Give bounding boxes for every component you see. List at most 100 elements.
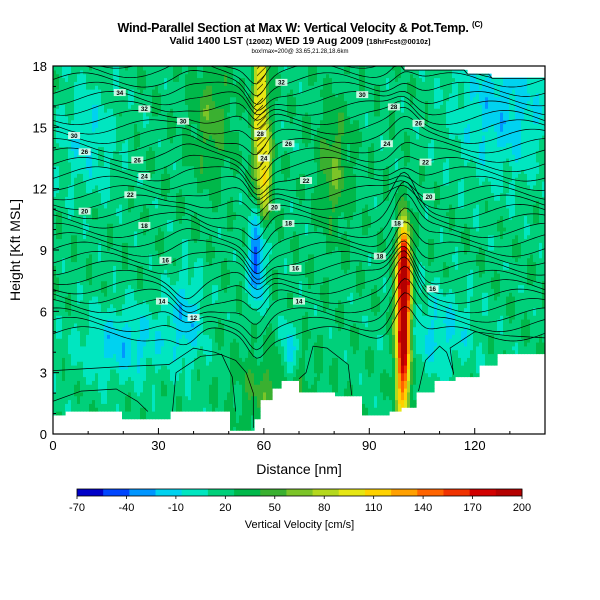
velocity-cell bbox=[62, 250, 66, 255]
velocity-cell bbox=[56, 307, 60, 312]
velocity-cell bbox=[104, 361, 108, 366]
velocity-cell bbox=[176, 215, 180, 220]
velocity-cell bbox=[167, 307, 171, 312]
velocity-cell bbox=[161, 119, 165, 125]
velocity-cell bbox=[110, 322, 114, 328]
velocity-cell bbox=[191, 173, 195, 178]
velocity-cell bbox=[89, 204, 93, 209]
velocity-cell bbox=[200, 161, 204, 167]
velocity-cell bbox=[206, 196, 210, 201]
velocity-cell bbox=[62, 330, 66, 335]
velocity-cell bbox=[80, 138, 84, 144]
velocity-cell bbox=[209, 407, 213, 412]
velocity-cell bbox=[86, 407, 90, 412]
velocity-cell bbox=[77, 284, 81, 289]
velocity-cell bbox=[122, 100, 126, 105]
velocity-cell bbox=[122, 192, 126, 197]
velocity-cell bbox=[122, 353, 126, 358]
velocity-cell bbox=[182, 73, 186, 79]
velocity-cell bbox=[74, 150, 78, 155]
velocity-cell bbox=[59, 127, 63, 132]
velocity-cell bbox=[113, 399, 117, 404]
velocity-cell bbox=[170, 238, 174, 243]
velocity-cell bbox=[74, 395, 78, 401]
velocity-cell bbox=[80, 368, 84, 374]
velocity-cell bbox=[212, 142, 216, 148]
velocity-cell bbox=[191, 127, 195, 132]
velocity-cell bbox=[125, 138, 129, 144]
velocity-cell bbox=[191, 403, 195, 408]
velocity-cell bbox=[200, 315, 204, 320]
velocity-cell bbox=[143, 119, 147, 125]
velocity-cell bbox=[146, 81, 150, 86]
velocity-cell bbox=[206, 384, 210, 389]
velocity-cell bbox=[119, 234, 123, 240]
velocity-cell bbox=[131, 81, 135, 86]
velocity-cell bbox=[104, 261, 108, 266]
velocity-cell bbox=[113, 330, 117, 335]
velocity-cell bbox=[119, 391, 123, 397]
velocity-cell bbox=[62, 280, 66, 286]
velocity-cell bbox=[188, 108, 192, 113]
velocity-cell bbox=[200, 345, 204, 351]
velocity-cell bbox=[131, 288, 135, 293]
velocity-cell bbox=[158, 150, 162, 155]
velocity-cell bbox=[95, 253, 99, 259]
velocity-cell bbox=[185, 207, 189, 213]
velocity-cell bbox=[53, 372, 57, 378]
velocity-cell bbox=[110, 154, 114, 159]
velocity-cell bbox=[110, 215, 114, 220]
velocity-cell bbox=[92, 150, 96, 155]
velocity-cell bbox=[104, 81, 108, 86]
velocity-cell bbox=[146, 188, 150, 194]
velocity-cell bbox=[155, 395, 159, 401]
velocity-cell bbox=[176, 338, 180, 343]
velocity-cell bbox=[77, 123, 81, 128]
velocity-cell bbox=[152, 173, 156, 178]
velocity-cell bbox=[74, 184, 78, 190]
velocity-cell bbox=[101, 361, 105, 366]
velocity-cell bbox=[59, 288, 63, 293]
velocity-cell bbox=[116, 357, 120, 362]
velocity-cell bbox=[215, 115, 219, 121]
velocity-cell bbox=[143, 372, 147, 378]
velocity-cell bbox=[122, 131, 126, 136]
velocity-cell bbox=[53, 399, 57, 404]
velocity-cell bbox=[89, 188, 93, 194]
velocity-cell bbox=[197, 112, 201, 117]
velocity-cell bbox=[65, 169, 69, 174]
velocity-cell bbox=[164, 89, 168, 94]
velocity-cell bbox=[122, 342, 126, 347]
velocity-cell bbox=[164, 142, 168, 148]
velocity-cell bbox=[161, 349, 165, 355]
velocity-cell bbox=[215, 219, 219, 224]
velocity-cell bbox=[209, 399, 213, 404]
velocity-cell bbox=[149, 391, 153, 397]
velocity-cell bbox=[152, 138, 156, 144]
velocity-cell bbox=[188, 188, 192, 194]
velocity-cell bbox=[179, 146, 183, 151]
velocity-cell bbox=[194, 123, 198, 128]
velocity-cell bbox=[71, 250, 75, 255]
velocity-cell bbox=[53, 219, 57, 224]
velocity-cell bbox=[185, 407, 189, 412]
velocity-cell bbox=[92, 299, 96, 305]
velocity-cell bbox=[83, 85, 87, 90]
velocity-cell bbox=[173, 303, 177, 309]
velocity-cell bbox=[215, 138, 219, 144]
velocity-cell bbox=[149, 311, 153, 316]
velocity-cell bbox=[188, 69, 192, 75]
velocity-cell bbox=[68, 403, 72, 408]
velocity-cell bbox=[107, 353, 111, 358]
velocity-cell bbox=[140, 334, 144, 339]
velocity-cell bbox=[173, 127, 177, 132]
velocity-cell bbox=[185, 338, 189, 343]
velocity-cell bbox=[122, 73, 126, 79]
velocity-cell bbox=[95, 207, 99, 213]
velocity-cell bbox=[164, 169, 168, 174]
velocity-cell bbox=[194, 242, 198, 247]
velocity-cell bbox=[89, 77, 93, 82]
velocity-cell bbox=[122, 280, 126, 286]
velocity-cell bbox=[131, 246, 135, 251]
velocity-cell bbox=[185, 322, 189, 328]
